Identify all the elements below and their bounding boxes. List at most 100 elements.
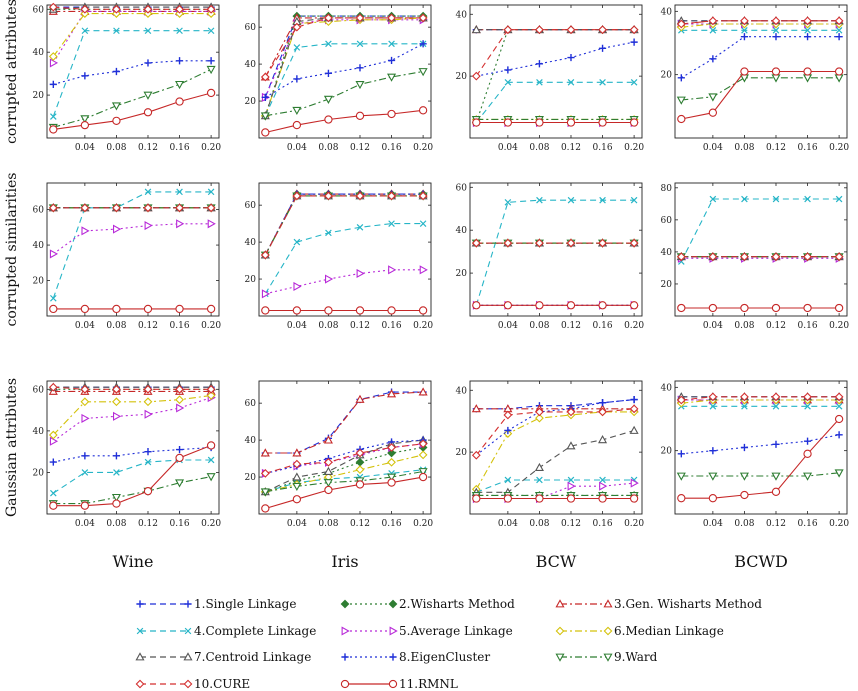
column-label-wine: Wine bbox=[112, 552, 153, 571]
series-8-eigencluster bbox=[49, 57, 215, 88]
series-line bbox=[52, 191, 212, 299]
y-tick-label: 20 bbox=[33, 468, 45, 478]
panel-corrupted-similarities-iris: 0.04 0.08 0.12 0.16 0.20 20 40 60 bbox=[245, 182, 433, 331]
series-line bbox=[265, 470, 424, 493]
data-point bbox=[708, 303, 718, 313]
data-point bbox=[535, 238, 544, 248]
legend-marker-end bbox=[388, 599, 398, 609]
x-tick-label: 0.20 bbox=[413, 143, 433, 153]
data-point bbox=[566, 301, 576, 310]
x-tick-label: 0.20 bbox=[624, 519, 644, 529]
data-point bbox=[113, 27, 120, 35]
data-point bbox=[260, 112, 270, 121]
row-label-corrupted-attributes: corrupted attributes bbox=[4, 0, 20, 144]
legend-label: 11.RMNL bbox=[399, 677, 458, 691]
y-tick-label: 20 bbox=[456, 269, 468, 279]
series-line bbox=[265, 439, 424, 474]
data-point bbox=[709, 27, 717, 34]
series-line bbox=[681, 36, 840, 79]
data-point bbox=[709, 447, 717, 455]
data-point bbox=[48, 382, 58, 392]
data-point bbox=[81, 452, 89, 460]
data-point bbox=[112, 452, 121, 460]
panel-gaussian-attributes-iris: 0.04 0.08 0.12 0.16 0.20 20 40 60 bbox=[245, 380, 433, 529]
plot-frame bbox=[46, 4, 220, 139]
y-tick-label: 20 bbox=[456, 72, 468, 82]
data-point bbox=[112, 499, 121, 508]
data-point bbox=[206, 4, 216, 14]
series-11-rmnl bbox=[677, 414, 844, 503]
data-point bbox=[325, 274, 334, 284]
data-point bbox=[49, 80, 57, 88]
data-point bbox=[771, 472, 781, 481]
data-point bbox=[207, 456, 215, 464]
data-point bbox=[143, 384, 153, 394]
data-point bbox=[677, 450, 685, 458]
legend-label: 9.Ward bbox=[614, 650, 658, 664]
data-point bbox=[771, 16, 781, 26]
series-11-rmnl bbox=[49, 88, 216, 134]
data-point bbox=[772, 195, 780, 203]
data-point bbox=[112, 4, 121, 14]
data-point bbox=[418, 472, 428, 482]
series-line bbox=[52, 397, 212, 442]
data-point bbox=[536, 476, 543, 484]
data-point bbox=[356, 224, 364, 231]
series-line bbox=[53, 6, 212, 10]
data-point bbox=[536, 196, 543, 204]
data-point bbox=[741, 27, 748, 34]
series-5-average-linkage bbox=[49, 393, 216, 446]
column-label-iris: Iris bbox=[331, 552, 358, 571]
y-tick-label: 40 bbox=[33, 48, 45, 58]
data-point bbox=[144, 188, 152, 196]
legend-marker-end bbox=[389, 653, 397, 661]
data-point bbox=[834, 67, 844, 76]
legend-label: 7.Centroid Linkage bbox=[194, 650, 311, 664]
data-point bbox=[324, 191, 333, 201]
data-point bbox=[387, 448, 396, 458]
series-line bbox=[476, 479, 635, 493]
series-line bbox=[265, 469, 424, 493]
y-tick-label: 40 bbox=[456, 10, 468, 20]
legend: 1.Single Linkage 2.Wisharts Method 3.Gen. … bbox=[135, 597, 762, 691]
data-point bbox=[676, 472, 686, 481]
data-point bbox=[676, 19, 686, 29]
series-line bbox=[681, 434, 840, 455]
series-line bbox=[265, 269, 424, 295]
x-tick-label: 0.20 bbox=[829, 321, 849, 331]
series-4-complete-linkage bbox=[678, 195, 843, 265]
x-tick-label: 0.12 bbox=[350, 519, 370, 529]
row-label-corrupted-similarities: corrupted similarities bbox=[4, 173, 20, 327]
data-point bbox=[630, 395, 638, 404]
data-point bbox=[772, 440, 780, 448]
data-point bbox=[471, 404, 481, 413]
y-tick-label: 20 bbox=[245, 275, 257, 285]
data-point bbox=[598, 494, 607, 503]
data-point bbox=[771, 303, 781, 313]
series-10-cure bbox=[676, 16, 844, 29]
data-point bbox=[504, 476, 512, 484]
panel-corrupted-attributes-bcw: 0.04 0.08 0.12 0.16 0.20 20 40 bbox=[456, 4, 644, 153]
data-point bbox=[143, 4, 153, 14]
y-tick-label: 60 bbox=[33, 206, 45, 216]
data-point bbox=[834, 414, 844, 424]
plot-frame bbox=[469, 4, 643, 139]
data-point bbox=[708, 93, 718, 102]
series-line bbox=[52, 13, 212, 57]
data-point bbox=[143, 108, 153, 117]
data-point bbox=[740, 252, 749, 262]
data-point bbox=[835, 431, 843, 439]
data-point bbox=[206, 384, 216, 394]
data-point bbox=[143, 397, 153, 407]
y-tick-label: 40 bbox=[33, 427, 45, 437]
data-point bbox=[598, 238, 607, 248]
data-point bbox=[471, 71, 481, 81]
series-line bbox=[264, 43, 424, 117]
x-tick-label: 0.16 bbox=[798, 143, 818, 153]
series-line bbox=[681, 77, 840, 101]
data-point bbox=[113, 411, 122, 421]
series-line bbox=[681, 70, 840, 120]
data-point bbox=[175, 479, 185, 488]
data-point bbox=[471, 25, 481, 34]
series-11-rmnl bbox=[49, 304, 216, 314]
